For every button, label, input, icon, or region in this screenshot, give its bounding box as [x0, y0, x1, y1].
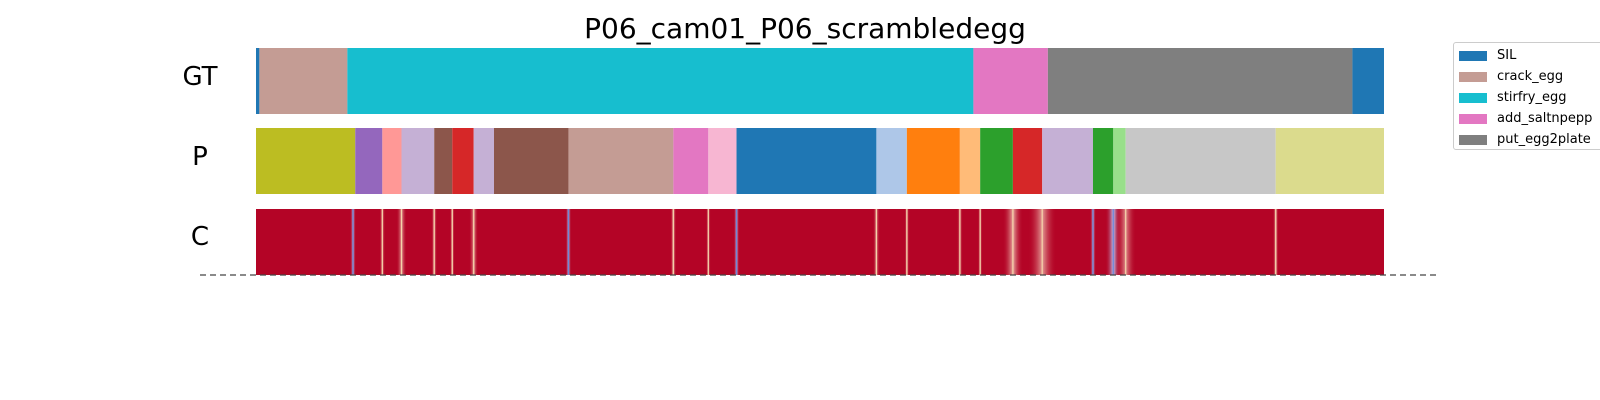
segment-bar	[256, 128, 356, 194]
segment-bar	[673, 128, 709, 194]
confidence-boundary	[735, 209, 738, 275]
row-c	[256, 209, 1384, 275]
confidence-boundary	[1125, 209, 1127, 275]
legend: SIL crack_egg stirfry_egg add_saltnpepp …	[1453, 42, 1600, 150]
legend-label: crack_egg	[1497, 69, 1564, 84]
legend-label: stirfry_egg	[1497, 90, 1567, 105]
confidence-boundary	[400, 209, 403, 275]
confidence-boundary	[1092, 209, 1094, 275]
segment-bar	[736, 128, 877, 194]
confidence-boundary	[567, 209, 570, 275]
legend-label: add_saltnpepp	[1497, 111, 1593, 126]
segment-bar	[708, 128, 737, 194]
confidence-boundary	[875, 209, 877, 275]
confidence-boundary	[1041, 209, 1043, 275]
segment-bar	[347, 48, 974, 114]
segment-bar	[959, 128, 981, 194]
row-gt	[256, 48, 1384, 114]
segment-bar	[906, 128, 960, 194]
row-label-c: C	[190, 222, 210, 252]
legend-item: stirfry_egg	[1459, 88, 1600, 108]
confidence-boundary	[959, 209, 961, 275]
confidence-boundary	[381, 209, 383, 275]
confidence-boundary	[906, 209, 908, 275]
row-label-gt: GT	[182, 62, 218, 92]
segment-bar	[973, 48, 1048, 114]
segment-bar	[452, 128, 474, 194]
segment-bar	[259, 48, 348, 114]
confidence-boundary	[672, 209, 674, 275]
segment-bar	[1012, 128, 1043, 194]
confidence-boundary	[352, 209, 354, 275]
segment-bar	[382, 128, 402, 194]
segment-bar	[1275, 128, 1384, 194]
segment-bar	[256, 48, 260, 114]
confidence-boundary	[979, 209, 981, 275]
segment-bar	[1113, 128, 1126, 194]
segment-bar	[876, 128, 907, 194]
legend-swatch	[1459, 51, 1487, 61]
legend-item: SIL	[1459, 46, 1600, 66]
confidence-boundary	[473, 209, 475, 275]
segment-bar	[1047, 48, 1353, 114]
legend-swatch	[1459, 114, 1487, 124]
legend-label: put_egg2plate	[1497, 132, 1591, 147]
segment-bar	[473, 128, 495, 194]
confidence-bar	[256, 209, 1384, 275]
legend-item: crack_egg	[1459, 67, 1600, 87]
segment-bar	[355, 128, 383, 194]
segment-bar	[401, 128, 435, 194]
segment-bar	[980, 128, 1013, 194]
confidence-boundary	[1275, 209, 1277, 275]
legend-item: put_egg2plate	[1459, 130, 1600, 150]
confidence-boundary	[433, 209, 435, 275]
segment-bar	[434, 128, 453, 194]
segment-bar	[1092, 128, 1114, 194]
legend-swatch	[1459, 93, 1487, 103]
legend-label: SIL	[1497, 48, 1517, 63]
legend-swatch	[1459, 135, 1487, 145]
row-label-p: P	[192, 142, 208, 172]
segment-bar	[1042, 128, 1093, 194]
segment-bar	[494, 128, 569, 194]
row-p	[256, 128, 1384, 194]
confidence-boundary	[1012, 209, 1014, 275]
confidence-boundary	[451, 209, 453, 275]
confidence-boundary	[1112, 209, 1114, 275]
segment-bar	[1352, 48, 1384, 114]
legend-item: add_saltnpepp	[1459, 109, 1600, 129]
confidence-boundary	[707, 209, 709, 275]
segment-bar	[1125, 128, 1276, 194]
segment-bar	[568, 128, 674, 194]
legend-swatch	[1459, 72, 1487, 82]
chart-title: P06_cam01_P06_scrambledegg	[584, 12, 1026, 45]
